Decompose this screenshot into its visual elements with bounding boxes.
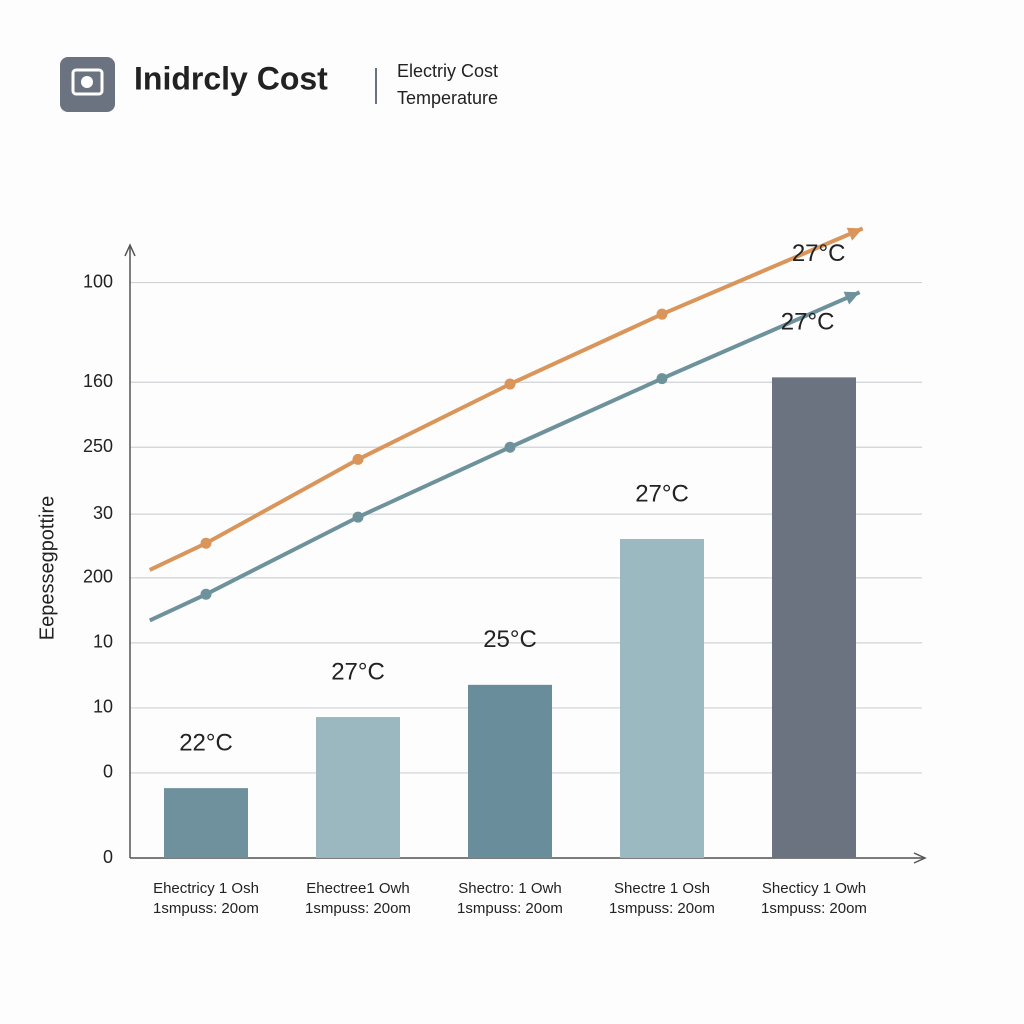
bar <box>468 684 552 858</box>
y-tick-label: 100 <box>83 271 113 291</box>
bar <box>772 377 856 858</box>
legend-entry: Electriy Cost <box>397 61 498 81</box>
line <box>148 290 861 623</box>
y-tick-label: 30 <box>93 503 113 523</box>
bar-label: 22°C <box>179 729 233 756</box>
y-tick-label: 160 <box>83 371 113 391</box>
x-tick-label: Ehectricy 1 Osh <box>153 880 259 897</box>
line-arrow <box>843 291 860 305</box>
line-end-label: 27°C <box>781 309 835 336</box>
line-point <box>656 373 668 385</box>
line-point <box>352 453 364 465</box>
y-tick-label: 10 <box>93 632 113 652</box>
x-tick-sublabel: 1smpuss: 20om <box>305 900 411 917</box>
legend-entry: Temperature <box>397 88 498 108</box>
y-axis-label: Eepessegpottire <box>36 496 58 641</box>
bar <box>620 539 704 858</box>
bar-label: 25°C <box>483 626 537 653</box>
line-point <box>200 537 212 549</box>
y-tick-label: 200 <box>83 567 113 587</box>
line-point <box>504 441 516 453</box>
bar-label: 27°C <box>331 658 385 685</box>
x-tick-sublabel: 1smpuss: 20om <box>457 900 563 917</box>
line-point <box>352 511 364 523</box>
y-tick-label: 0 <box>103 847 113 867</box>
line <box>148 226 864 572</box>
line-point <box>504 378 516 390</box>
x-tick-label: Shecticy 1 Owh <box>762 880 866 897</box>
y-tick-label: 0 <box>103 762 113 782</box>
x-tick-label: Ehectree1 Owh <box>306 880 409 897</box>
x-axis-arrow <box>913 852 927 864</box>
x-tick-sublabel: 1smpuss: 20om <box>761 900 867 917</box>
y-tick-label: 250 <box>83 436 113 456</box>
bar-label: 27°C <box>635 480 689 507</box>
line-arrow <box>846 227 863 241</box>
x-tick-label: Shectre 1 Osh <box>614 880 710 897</box>
icon-glyph <box>81 76 93 88</box>
x-tick-label: Shectro: 1 Owh <box>458 880 561 897</box>
x-tick-sublabel: 1smpuss: 20om <box>153 900 259 917</box>
line-point <box>200 588 212 600</box>
bar <box>164 788 248 858</box>
chart-title: Inidrcly Cost <box>134 60 328 96</box>
icon-glyph <box>71 68 104 96</box>
line-point <box>656 308 668 320</box>
line-end-label: 27°C <box>792 240 846 267</box>
y-tick-label: 10 <box>93 697 113 717</box>
y-axis-arrow <box>124 243 136 257</box>
bar <box>316 717 400 858</box>
x-tick-sublabel: 1smpuss: 20om <box>609 900 715 917</box>
